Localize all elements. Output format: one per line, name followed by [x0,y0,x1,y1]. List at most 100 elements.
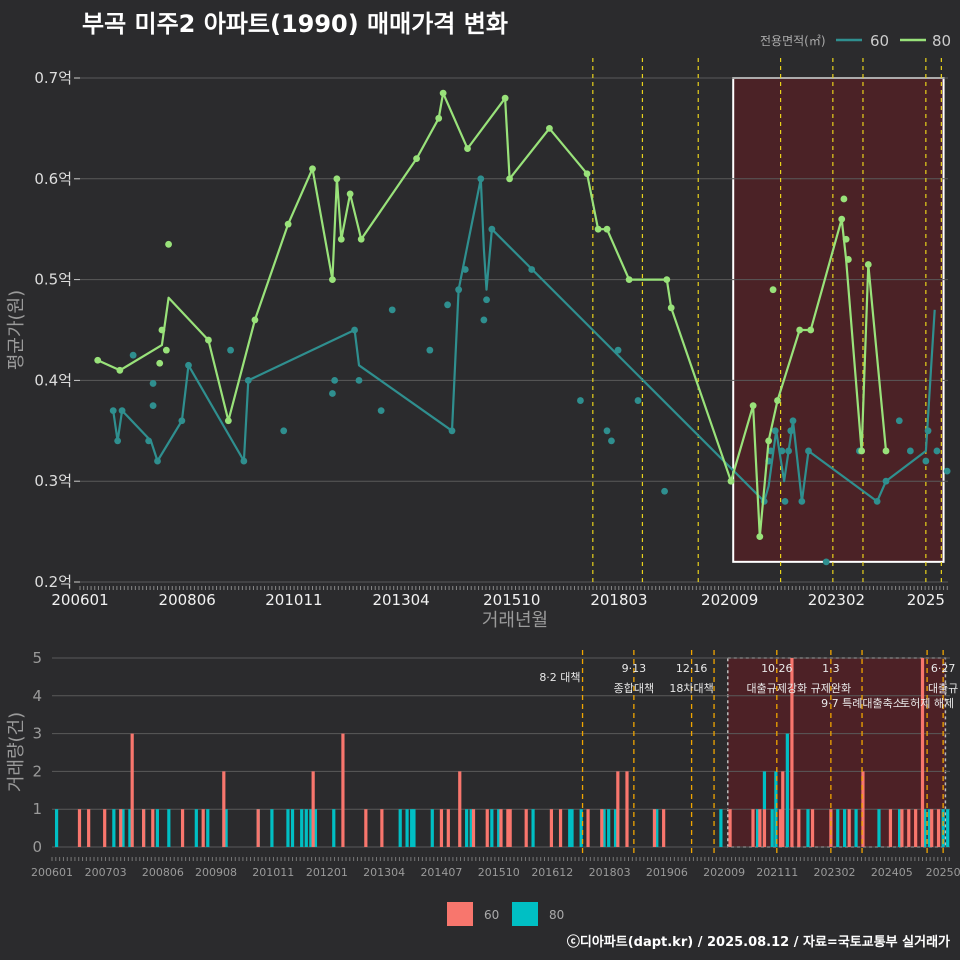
data-point-60 [924,427,932,435]
bar-60 [914,809,918,847]
bar-60 [616,771,620,847]
data-point-80 [774,397,781,404]
xtick-label-volume: 201803 [589,866,631,879]
data-point-80 [663,276,671,283]
xtick-label-volume: 200703 [85,866,127,879]
xtick-label-volume: 200601 [31,866,73,879]
bar-60 [508,809,512,847]
bar-60 [900,809,904,847]
bar-80 [531,809,535,847]
bar-80 [923,809,927,847]
xtick-label: 201510 [483,591,540,609]
ytick-label-volume: 2 [32,762,42,780]
data-point-60 [227,346,234,354]
bar-60 [936,809,941,847]
data-point-80 [165,240,172,248]
xtick-label-volume: 200908 [195,866,237,879]
data-point-60 [822,558,830,566]
data-point-60 [767,447,775,455]
legend-label-60: 60 [870,32,889,50]
policy-date: 6·27 [931,662,956,675]
bar-80 [770,809,774,847]
legend-label-volume-60: 60 [484,908,499,922]
data-point-60 [805,447,812,455]
xtick-label: 201011 [265,591,322,609]
data-point-60 [444,301,451,309]
data-point-80 [882,447,890,455]
bar-80 [332,809,336,847]
data-point-80 [346,190,354,198]
bar-60 [119,809,123,847]
data-point-60 [943,467,951,475]
data-point-80 [769,286,777,294]
data-point-80 [309,165,316,173]
bar-60 [485,809,489,847]
data-point-80 [284,220,292,228]
series-line-60 [112,177,936,503]
bar-80 [304,809,308,847]
data-point-80 [546,124,553,132]
data-point-80 [749,402,757,409]
bar-80 [469,809,473,847]
policy-label: 18차대책 [669,682,713,695]
bar-80 [300,809,304,847]
bar-60 [130,733,134,847]
data-point-80 [251,316,259,324]
bar-80 [155,809,159,847]
bar-60 [151,809,155,847]
data-point-60 [528,266,536,273]
xtick-label-volume: 202009 [703,866,745,879]
data-point-60 [355,377,363,384]
ytick-label: 0.2억 [34,573,72,591]
data-point-60 [240,457,248,465]
ytick-label-volume: 4 [32,687,42,705]
data-point-60 [329,390,336,397]
data-point-80 [116,366,124,374]
bar-60 [847,809,851,847]
bar-80 [497,809,501,847]
policy-label: 대출규제강화 [746,682,807,695]
bar-60 [201,809,205,847]
data-point-60 [244,377,252,384]
bar-80 [607,809,611,847]
data-point-80 [205,336,212,344]
xtick-label-volume: 201201 [306,866,348,879]
data-point-80 [864,261,872,268]
bar-80 [843,809,847,847]
ytick-label: 0.7억 [34,69,72,87]
series-line-80 [97,91,888,538]
ytick-label: 0.3억 [34,472,72,490]
bar-60 [930,809,934,847]
xtick-label: 2025 [907,591,945,609]
xtick-label-volume: 200806 [142,866,184,879]
bar-60 [87,809,91,847]
bar-80 [313,809,318,847]
data-point-60 [906,447,914,455]
bar-60 [829,809,833,847]
policy-label: 종합대책 [614,682,654,695]
data-point-60 [577,397,584,404]
bar-60 [600,809,604,847]
ytick-label: 0.4억 [34,371,72,389]
bar-80 [854,809,858,847]
data-point-80 [583,170,591,178]
bar-80 [570,809,574,847]
data-point-80 [357,235,365,243]
bar-60 [499,809,503,847]
data-point-60 [149,402,157,409]
data-point-60 [109,407,117,415]
ytick-label: 0.6억 [34,170,72,188]
data-point-80 [858,447,866,455]
data-point-60 [771,427,779,435]
bar-60 [380,809,384,847]
policy-date: 9·13 [622,662,647,675]
legend-title: 전용면적(㎡) [760,34,826,48]
legend-label-volume-80: 80 [549,908,564,922]
footer-credit: ⓒ디아파트(dapt.kr) / 2025.08.12 / 자료=국토교통부 실… [566,935,950,950]
data-point-60 [603,427,611,435]
xtick-label-volume: 202302 [814,866,856,879]
bar-80 [405,809,409,847]
bar-80 [112,809,116,847]
data-point-60 [933,447,941,455]
